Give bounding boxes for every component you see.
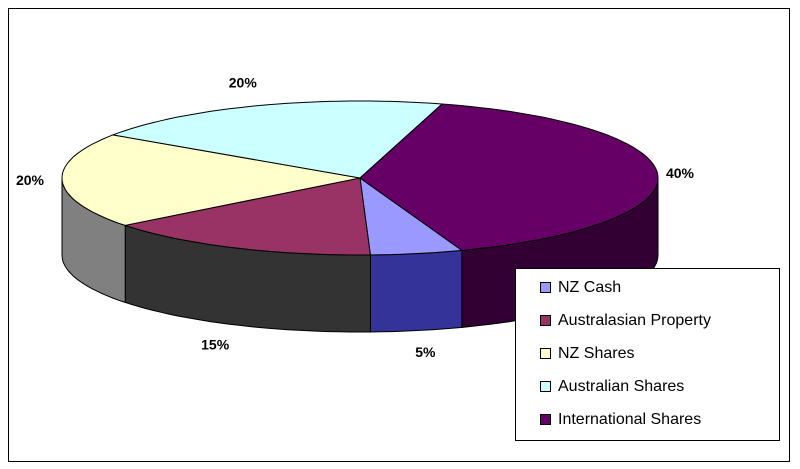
legend-label: NZ Shares [558, 345, 634, 362]
data-label: 15% [201, 336, 230, 352]
pie-slice [359, 103, 659, 251]
legend-swatch [540, 315, 551, 326]
pie-slice [123, 177, 371, 256]
legend-swatch [540, 381, 551, 392]
data-label: 5% [415, 344, 436, 360]
legend-label: Australasian Property [558, 312, 711, 329]
legend-swatch [540, 282, 551, 293]
pie-slice [110, 100, 444, 179]
pie-slice [359, 176, 464, 256]
legend-label: Australian Shares [558, 378, 684, 395]
legend-swatch [540, 414, 551, 425]
data-labels: 5% 15% 20% 20% 40% [16, 75, 695, 360]
legend-box [515, 268, 780, 441]
data-label: 20% [229, 75, 258, 91]
pie-side [369, 249, 463, 333]
legend-label: International Shares [558, 411, 701, 428]
legend: NZ Cash Australasian Property NZ Shares Aus… [515, 268, 780, 441]
pie-slice [61, 134, 361, 226]
data-label: 20% [16, 172, 45, 188]
legend-swatch [540, 348, 551, 359]
legend-label: NZ Cash [558, 279, 621, 296]
data-label: 40% [666, 165, 695, 181]
